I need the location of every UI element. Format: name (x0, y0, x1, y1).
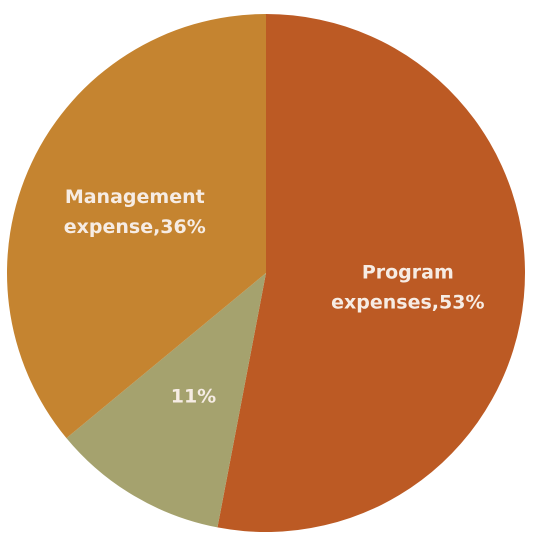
pie-slice-label-1: 11% (171, 386, 216, 408)
slices-layer (7, 14, 525, 532)
pie-slice-label-line: expense,36% (64, 216, 206, 238)
pie-slice-label-line: Management (65, 186, 205, 208)
pie-slice-2 (7, 14, 266, 439)
pie-slice-label-line: expenses,53% (331, 291, 484, 313)
pie-slice-label-line: 11% (171, 386, 216, 408)
pie-slice-label-0: Program expenses,53% (331, 261, 484, 313)
pie-slice-0 (217, 14, 525, 532)
pie-slice-label-2: Management expense,36% (64, 186, 206, 238)
pie-slice-1 (66, 273, 266, 528)
labels-layer: Program expenses,53% 11% Management expense,… (64, 186, 485, 407)
pie-slice-label-line: Program (362, 261, 454, 283)
